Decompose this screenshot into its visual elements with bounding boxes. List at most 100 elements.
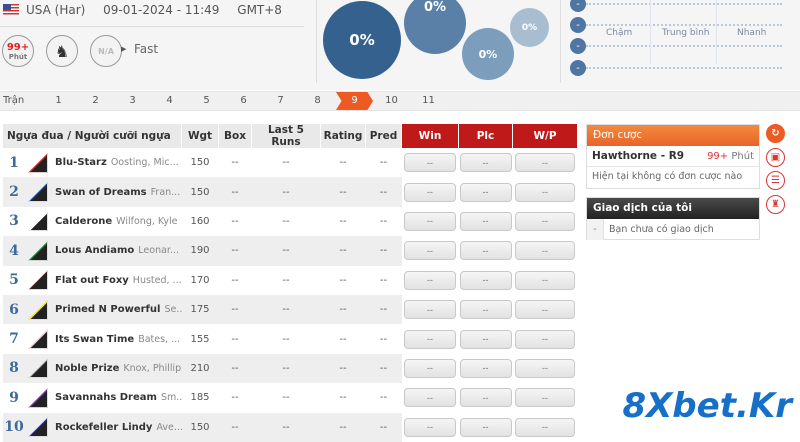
win-cell: -- <box>401 177 459 207</box>
wp-cell: -- <box>512 412 578 442</box>
weight: 155 <box>190 333 210 345</box>
last-5-runs: -- <box>251 177 321 207</box>
place-odds-button[interactable]: -- <box>459 211 512 231</box>
win-odds-button[interactable]: -- <box>404 388 456 408</box>
win-place-odds-button[interactable]: -- <box>515 270 575 290</box>
tv-icon[interactable]: ▣ <box>766 148 785 167</box>
race-tab-11[interactable]: 11 <box>422 95 435 106</box>
runner-name-cell[interactable]: Blu-Starz Oosting, Mic... <box>51 148 182 177</box>
box: -- <box>218 412 252 442</box>
silk <box>25 266 51 295</box>
win-odds-button[interactable]: -- <box>404 211 456 231</box>
list-icon[interactable]: ☰ <box>766 171 785 190</box>
race-tab-7[interactable]: 7 <box>277 95 284 106</box>
pred: -- <box>379 333 388 345</box>
win-place-odds-button[interactable]: -- <box>515 388 575 408</box>
race-header: USA (Har) 09-01-2024 - 11:49 GMT+8 <box>26 3 296 17</box>
win-odds-button[interactable]: -- <box>404 270 456 290</box>
runner-name-cell[interactable]: Lous Andiamo Leonar... <box>51 236 182 266</box>
place-odds-button[interactable]: -- <box>459 417 512 437</box>
speed-toggle[interactable]: - <box>570 17 586 33</box>
runner-name-cell[interactable]: Its Swan Time Bates, ... <box>51 324 182 353</box>
last-5-runs: -- <box>282 274 290 286</box>
win-odds-button[interactable]: -- <box>404 417 456 437</box>
race-name: Hawthorne - R9 <box>592 150 685 162</box>
bet-slip-panel: Đơn cược Hawthorne - R9 99+ Phút Hiện tạ… <box>586 124 760 189</box>
win-odds-button[interactable]: -- <box>404 358 456 378</box>
place-odds-button[interactable]: -- <box>459 300 512 320</box>
transactions-row: - Bạn chưa có giao dịch <box>587 219 759 240</box>
column-header: Win <box>401 124 459 148</box>
jockey-silk-icon <box>28 299 48 320</box>
place-odds-button[interactable]: -- <box>459 270 512 290</box>
box: -- <box>231 157 239 169</box>
speed-line <box>586 24 782 26</box>
race-tab-10[interactable]: 10 <box>385 95 398 106</box>
win-place-odds-button[interactable]: -- <box>515 300 575 320</box>
silk <box>25 353 51 384</box>
weather-icon: N/A <box>90 35 122 67</box>
win-odds-button[interactable]: -- <box>404 300 456 320</box>
place-odds-button[interactable]: -- <box>459 153 512 173</box>
place-odds-button[interactable]: -- <box>459 182 512 202</box>
race-tab-1[interactable]: 1 <box>55 95 62 106</box>
jockey-name: Bates, ... <box>138 333 181 345</box>
speed-label-medium: Trung bình <box>662 28 710 38</box>
divider <box>316 0 317 83</box>
race-tab-2[interactable]: 2 <box>92 95 99 106</box>
pred: -- <box>379 157 388 169</box>
race-tab-9[interactable]: 9 <box>336 92 373 110</box>
win-odds-button[interactable]: -- <box>404 182 456 202</box>
weight: 170 <box>190 274 210 286</box>
plc-cell: -- <box>458 148 513 178</box>
bubble-3: 0% <box>462 28 514 80</box>
runner-name-cell[interactable]: Noble Prize Knox, Phillip <box>51 353 182 384</box>
win-odds-button[interactable]: -- <box>404 329 456 349</box>
silk <box>25 236 51 266</box>
place-odds-button[interactable]: -- <box>459 358 512 378</box>
runner-name-cell[interactable]: Flat out Foxy Husted, ... <box>51 266 182 295</box>
win-place-odds-button[interactable]: -- <box>515 329 575 349</box>
win-place-odds-button[interactable]: -- <box>515 241 575 261</box>
win-place-odds-button[interactable]: -- <box>515 153 575 173</box>
divider <box>560 0 561 83</box>
race-tab-8[interactable]: 8 <box>314 95 321 106</box>
runner-name-cell[interactable]: Calderone Wilfong, Kyle <box>51 207 182 236</box>
speed-toggle[interactable]: - <box>570 38 586 54</box>
win-place-odds-button[interactable]: -- <box>515 211 575 231</box>
runner-number: 10 <box>3 412 25 442</box>
silk <box>25 412 51 442</box>
race-tab-5[interactable]: 5 <box>203 95 210 106</box>
race-tab-4[interactable]: 4 <box>166 95 173 106</box>
wp-cell: -- <box>512 236 578 266</box>
race-tab-3[interactable]: 3 <box>129 95 136 106</box>
place-odds-button[interactable]: -- <box>459 329 512 349</box>
win-cell: -- <box>401 148 459 178</box>
win-place-odds-button[interactable]: -- <box>515 358 575 378</box>
jockey-name: Ave... <box>156 421 182 433</box>
win-place-odds-button[interactable]: -- <box>515 182 575 202</box>
plc-cell: -- <box>458 177 513 207</box>
win-place-odds-button[interactable]: -- <box>515 417 575 437</box>
win-odds-button[interactable]: -- <box>404 241 456 261</box>
silk <box>25 207 51 236</box>
speed-toggle[interactable]: - <box>570 60 586 76</box>
runner-name-cell[interactable]: Swan of Dreams Fran... <box>51 177 182 207</box>
column-header: Wgt <box>181 124 219 148</box>
speed-toggle[interactable]: - <box>570 0 586 12</box>
last-5-runs: -- <box>282 333 290 345</box>
runner-name-cell[interactable]: Rockefeller Lindy Ave... <box>51 412 182 442</box>
place-odds-button[interactable]: -- <box>459 388 512 408</box>
win-odds-button[interactable]: -- <box>404 153 456 173</box>
race-tab-6[interactable]: 6 <box>240 95 247 106</box>
jockey-name: Se... <box>164 304 181 316</box>
transactions-title: Giao dịch của tôi <box>587 198 759 219</box>
jockey-silk-icon <box>28 387 48 408</box>
refresh-icon[interactable]: ↻ <box>766 124 785 143</box>
column-header: Rating <box>320 124 366 148</box>
trophy-icon[interactable]: ♜ <box>766 195 785 214</box>
place-odds-button[interactable]: -- <box>459 241 512 261</box>
runner-number: 1 <box>9 154 19 171</box>
